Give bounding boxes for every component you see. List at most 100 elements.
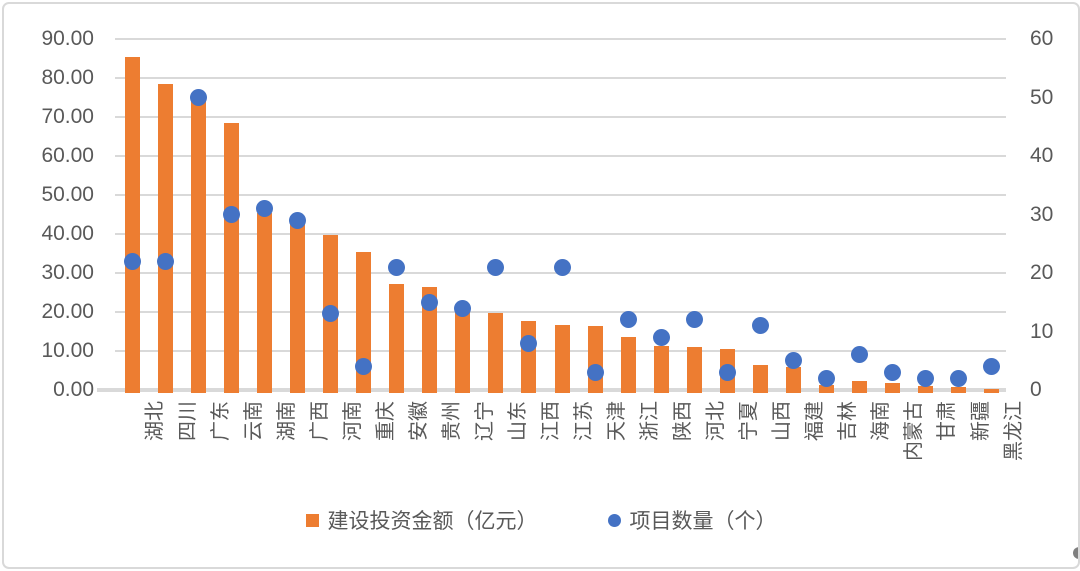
- right-axis-tick-label: 60: [1030, 27, 1054, 50]
- category-label-内蒙古: 内蒙古: [903, 401, 926, 461]
- dot-贵州: [421, 293, 439, 311]
- dot-河南: [322, 305, 340, 323]
- dot-山东: [487, 258, 505, 276]
- category-label-四川: 四川: [176, 401, 199, 441]
- dot-湖南: [256, 200, 274, 218]
- gridline: [115, 116, 1006, 118]
- dot-内蒙古: [883, 363, 901, 381]
- gridline: [115, 311, 1006, 313]
- category-label-河北: 河北: [705, 401, 728, 441]
- bar-广东: [191, 101, 207, 393]
- dot-江西: [520, 334, 538, 352]
- bar-河北: [686, 347, 702, 393]
- bar-海南: [851, 381, 867, 393]
- bar-内蒙古: [884, 382, 900, 393]
- bar-陕西: [653, 345, 669, 393]
- left-axis-tick-label: 40.00: [41, 222, 94, 245]
- dot-辽宁: [454, 299, 472, 317]
- dot-甘肃: [916, 369, 934, 387]
- bar-吉林: [818, 384, 834, 393]
- legend-item-investment: 建设投资金额（亿元）: [305, 505, 538, 535]
- right-axis-tick-label: 0: [1030, 378, 1042, 401]
- category-label-江苏: 江苏: [573, 401, 596, 441]
- category-label-云南: 云南: [242, 401, 265, 441]
- bar-福建: [785, 366, 801, 393]
- category-label-宁夏: 宁夏: [738, 401, 761, 441]
- left-axis-tick-label: 90.00: [41, 27, 94, 50]
- dot-天津: [586, 363, 604, 381]
- left-axis-tick-label: 70.00: [41, 105, 94, 128]
- category-label-安徽: 安徽: [407, 401, 430, 441]
- category-label-浙江: 浙江: [639, 401, 662, 441]
- category-label-贵州: 贵州: [440, 401, 463, 441]
- dot-广东: [190, 89, 208, 106]
- category-label-吉林: 吉林: [837, 401, 860, 441]
- dot-浙江: [619, 311, 637, 329]
- category-label-重庆: 重庆: [374, 401, 397, 441]
- bar-series-marker-icon: [305, 513, 319, 527]
- edge-resize-mark: [1073, 547, 1078, 559]
- scatter-series-marker-icon: [607, 513, 621, 527]
- dot-河北: [685, 311, 703, 329]
- bar-安徽: [389, 283, 405, 393]
- bar-江苏: [554, 325, 570, 393]
- category-label-甘肃: 甘肃: [936, 401, 959, 441]
- category-label-辽宁: 辽宁: [473, 401, 496, 441]
- bar-山西: [752, 365, 768, 393]
- dot-山西: [751, 317, 769, 335]
- dot-安徽: [388, 258, 406, 276]
- bar-湖北: [125, 57, 140, 393]
- category-axis-line: [97, 387, 1006, 392]
- category-label-河南: 河南: [341, 401, 364, 441]
- category-label-天津: 天津: [606, 401, 629, 441]
- right-axis-tick-label: 20: [1030, 261, 1054, 284]
- bar-湖南: [257, 212, 273, 393]
- right-axis-tick-label: 50: [1030, 85, 1054, 109]
- left-axis-tick-label: 30.00: [41, 261, 94, 284]
- dot-海南: [850, 346, 868, 364]
- dot-云南: [223, 206, 241, 223]
- left-axis-tick-label: 10.00: [41, 339, 94, 362]
- gridline: [115, 194, 1006, 196]
- gridline: [115, 155, 1006, 157]
- left-axis-tick-label: 0.00: [53, 378, 94, 401]
- legend-label-projects: 项目数量（个）: [629, 510, 777, 533]
- category-label-江西: 江西: [539, 401, 562, 441]
- bar-贵州: [422, 286, 438, 393]
- bar-云南: [224, 122, 240, 393]
- dot-吉林: [817, 369, 835, 387]
- category-label-山西: 山西: [771, 401, 794, 441]
- bar-黑龙江: [984, 388, 1000, 393]
- dot-黑龙江: [983, 358, 1001, 376]
- dot-江苏: [553, 258, 571, 276]
- category-label-山东: 山东: [506, 401, 529, 441]
- dot-新疆: [950, 369, 967, 387]
- bar-四川: [158, 83, 174, 393]
- left-axis-tick-label: 60.00: [41, 144, 94, 167]
- category-label-湖北: 湖北: [143, 401, 166, 441]
- dot-湖北: [124, 252, 141, 270]
- dot-广西: [289, 211, 307, 229]
- left-axis-tick-label: 50.00: [41, 183, 94, 206]
- gridline: [115, 233, 1006, 235]
- dot-陕西: [652, 328, 670, 346]
- plot-area: 0.00 10.00 20.00 30.00 40.00 50.00 60.00 70.00 8…: [4, 4, 1078, 567]
- dot-重庆: [355, 358, 373, 376]
- category-label-福建: 福建: [804, 401, 827, 441]
- legend: 建设投资金额（亿元） 项目数量（个）: [4, 505, 1078, 535]
- bar-山东: [488, 312, 504, 393]
- bar-新疆: [951, 387, 966, 393]
- category-label-陕西: 陕西: [672, 401, 695, 441]
- bar-江西: [521, 321, 537, 393]
- category-label-黑龙江: 黑龙江: [1002, 401, 1025, 461]
- right-axis-tick-label: 40: [1030, 144, 1054, 167]
- category-label-广东: 广东: [209, 401, 232, 441]
- right-axis-tick-label: 10: [1030, 319, 1054, 343]
- category-label-广西: 广西: [308, 401, 331, 441]
- legend-item-projects: 项目数量（个）: [607, 505, 777, 535]
- dot-宁夏: [718, 363, 736, 381]
- gridline: [115, 38, 1006, 40]
- category-label-海南: 海南: [870, 401, 893, 441]
- right-axis-tick-label: 30: [1030, 202, 1054, 226]
